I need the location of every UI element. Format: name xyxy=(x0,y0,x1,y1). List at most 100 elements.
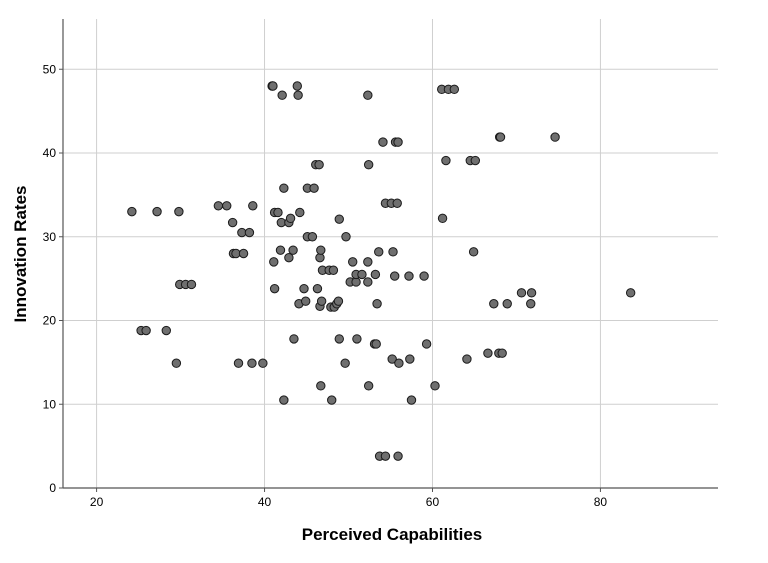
scatter-point xyxy=(516,288,527,298)
scatter-point xyxy=(316,245,326,255)
scatter-point xyxy=(334,214,344,224)
scatter-point xyxy=(279,395,289,405)
scatter-point xyxy=(127,206,137,217)
y-tick-label: 50 xyxy=(43,62,57,76)
scatter-point xyxy=(300,296,311,306)
scatter-point xyxy=(371,339,381,349)
scatter-point xyxy=(275,245,286,255)
scatter-point xyxy=(470,155,481,166)
scatter-point xyxy=(312,283,323,294)
scatter-point xyxy=(258,358,268,368)
scatter-point xyxy=(387,354,397,364)
y-axis-title: Innovation Rates xyxy=(11,186,30,323)
y-tick-label: 30 xyxy=(43,230,57,244)
scatter-point xyxy=(238,248,249,259)
scatter-point xyxy=(352,334,362,344)
scatter-point xyxy=(372,299,382,309)
scatter-point xyxy=(378,137,388,147)
scatter-point xyxy=(292,81,302,91)
scatter-point xyxy=(363,381,374,391)
scatter-point xyxy=(388,247,398,257)
scatter-point xyxy=(393,137,403,147)
scatter-point xyxy=(284,252,294,263)
scatter-point xyxy=(483,348,493,358)
scatter-point xyxy=(316,381,326,391)
scatter-point xyxy=(497,348,507,358)
scatter-point xyxy=(437,213,448,224)
y-tick-label: 10 xyxy=(43,397,57,411)
scatter-point xyxy=(186,279,197,290)
scatter-point xyxy=(392,198,402,208)
y-tick-label: 0 xyxy=(49,481,56,495)
scatter-point xyxy=(502,299,512,309)
x-tick-label: 80 xyxy=(594,495,608,509)
scatter-point xyxy=(404,271,414,281)
scatter-point xyxy=(141,325,151,336)
tick-labels: 20 40 60 80 0 10 20 30 40 50 xyxy=(43,62,608,509)
x-axis-title: Perceived Capabilities xyxy=(302,525,482,544)
scatter-point xyxy=(269,283,280,294)
scatter-point xyxy=(288,245,298,255)
scatter-point xyxy=(394,358,404,368)
scatter-point xyxy=(316,296,327,306)
scatter-point xyxy=(161,325,171,336)
scatter-point xyxy=(269,257,279,267)
scatter-point xyxy=(341,232,351,242)
scatter-point xyxy=(468,247,479,257)
scatter-point xyxy=(405,354,415,364)
scatter-point xyxy=(374,247,384,257)
scatter-point xyxy=(370,269,381,280)
scatter-point xyxy=(393,451,403,461)
scatter-point xyxy=(248,201,258,211)
scatter-point xyxy=(227,217,238,228)
scatter-point xyxy=(333,296,344,306)
scatter-point xyxy=(462,354,472,364)
scatter-point xyxy=(421,339,432,349)
scatter-point xyxy=(348,257,358,267)
scatter-point xyxy=(526,288,537,298)
scatter-point xyxy=(526,299,536,309)
scatter-point xyxy=(171,358,182,368)
scatter-point xyxy=(289,334,299,344)
scatter-point xyxy=(273,207,283,218)
scatter-point xyxy=(406,395,417,405)
scatter-point xyxy=(247,358,257,368)
scatter-point xyxy=(363,277,373,287)
scatter-point xyxy=(174,206,184,217)
scatter-point xyxy=(309,183,319,193)
scatter-point xyxy=(489,299,499,309)
scatter-point xyxy=(328,265,339,275)
scatter-point xyxy=(152,206,162,217)
grid xyxy=(63,19,718,488)
scatter-point xyxy=(299,283,309,294)
scatter-point xyxy=(357,269,367,280)
scatter-point xyxy=(295,207,305,218)
y-tick-label: 40 xyxy=(43,146,57,160)
scatter-point xyxy=(268,81,278,91)
x-tick-label: 60 xyxy=(426,495,440,509)
scatter-point xyxy=(314,160,324,170)
scatter-point xyxy=(285,213,296,224)
data-points xyxy=(127,81,636,461)
scatter-point xyxy=(222,201,232,211)
scatter-point xyxy=(363,257,373,267)
x-tick-label: 20 xyxy=(90,495,104,509)
scatter-point xyxy=(550,132,560,142)
scatter-point xyxy=(279,183,289,193)
scatter-point xyxy=(363,160,374,170)
scatter-point xyxy=(363,90,373,100)
scatter-point xyxy=(334,334,344,344)
scatter-point xyxy=(449,84,460,95)
scatter-point xyxy=(293,90,303,100)
scatter-point xyxy=(380,451,391,461)
scatter-point xyxy=(389,271,400,281)
x-tick-label: 40 xyxy=(258,495,272,509)
scatter-point xyxy=(430,381,440,391)
scatter-point xyxy=(233,358,244,368)
scatter-point xyxy=(495,132,506,142)
scatter-point xyxy=(625,288,636,298)
scatter-point xyxy=(307,232,318,242)
scatter-point xyxy=(441,155,451,166)
scatter-point xyxy=(340,358,350,368)
